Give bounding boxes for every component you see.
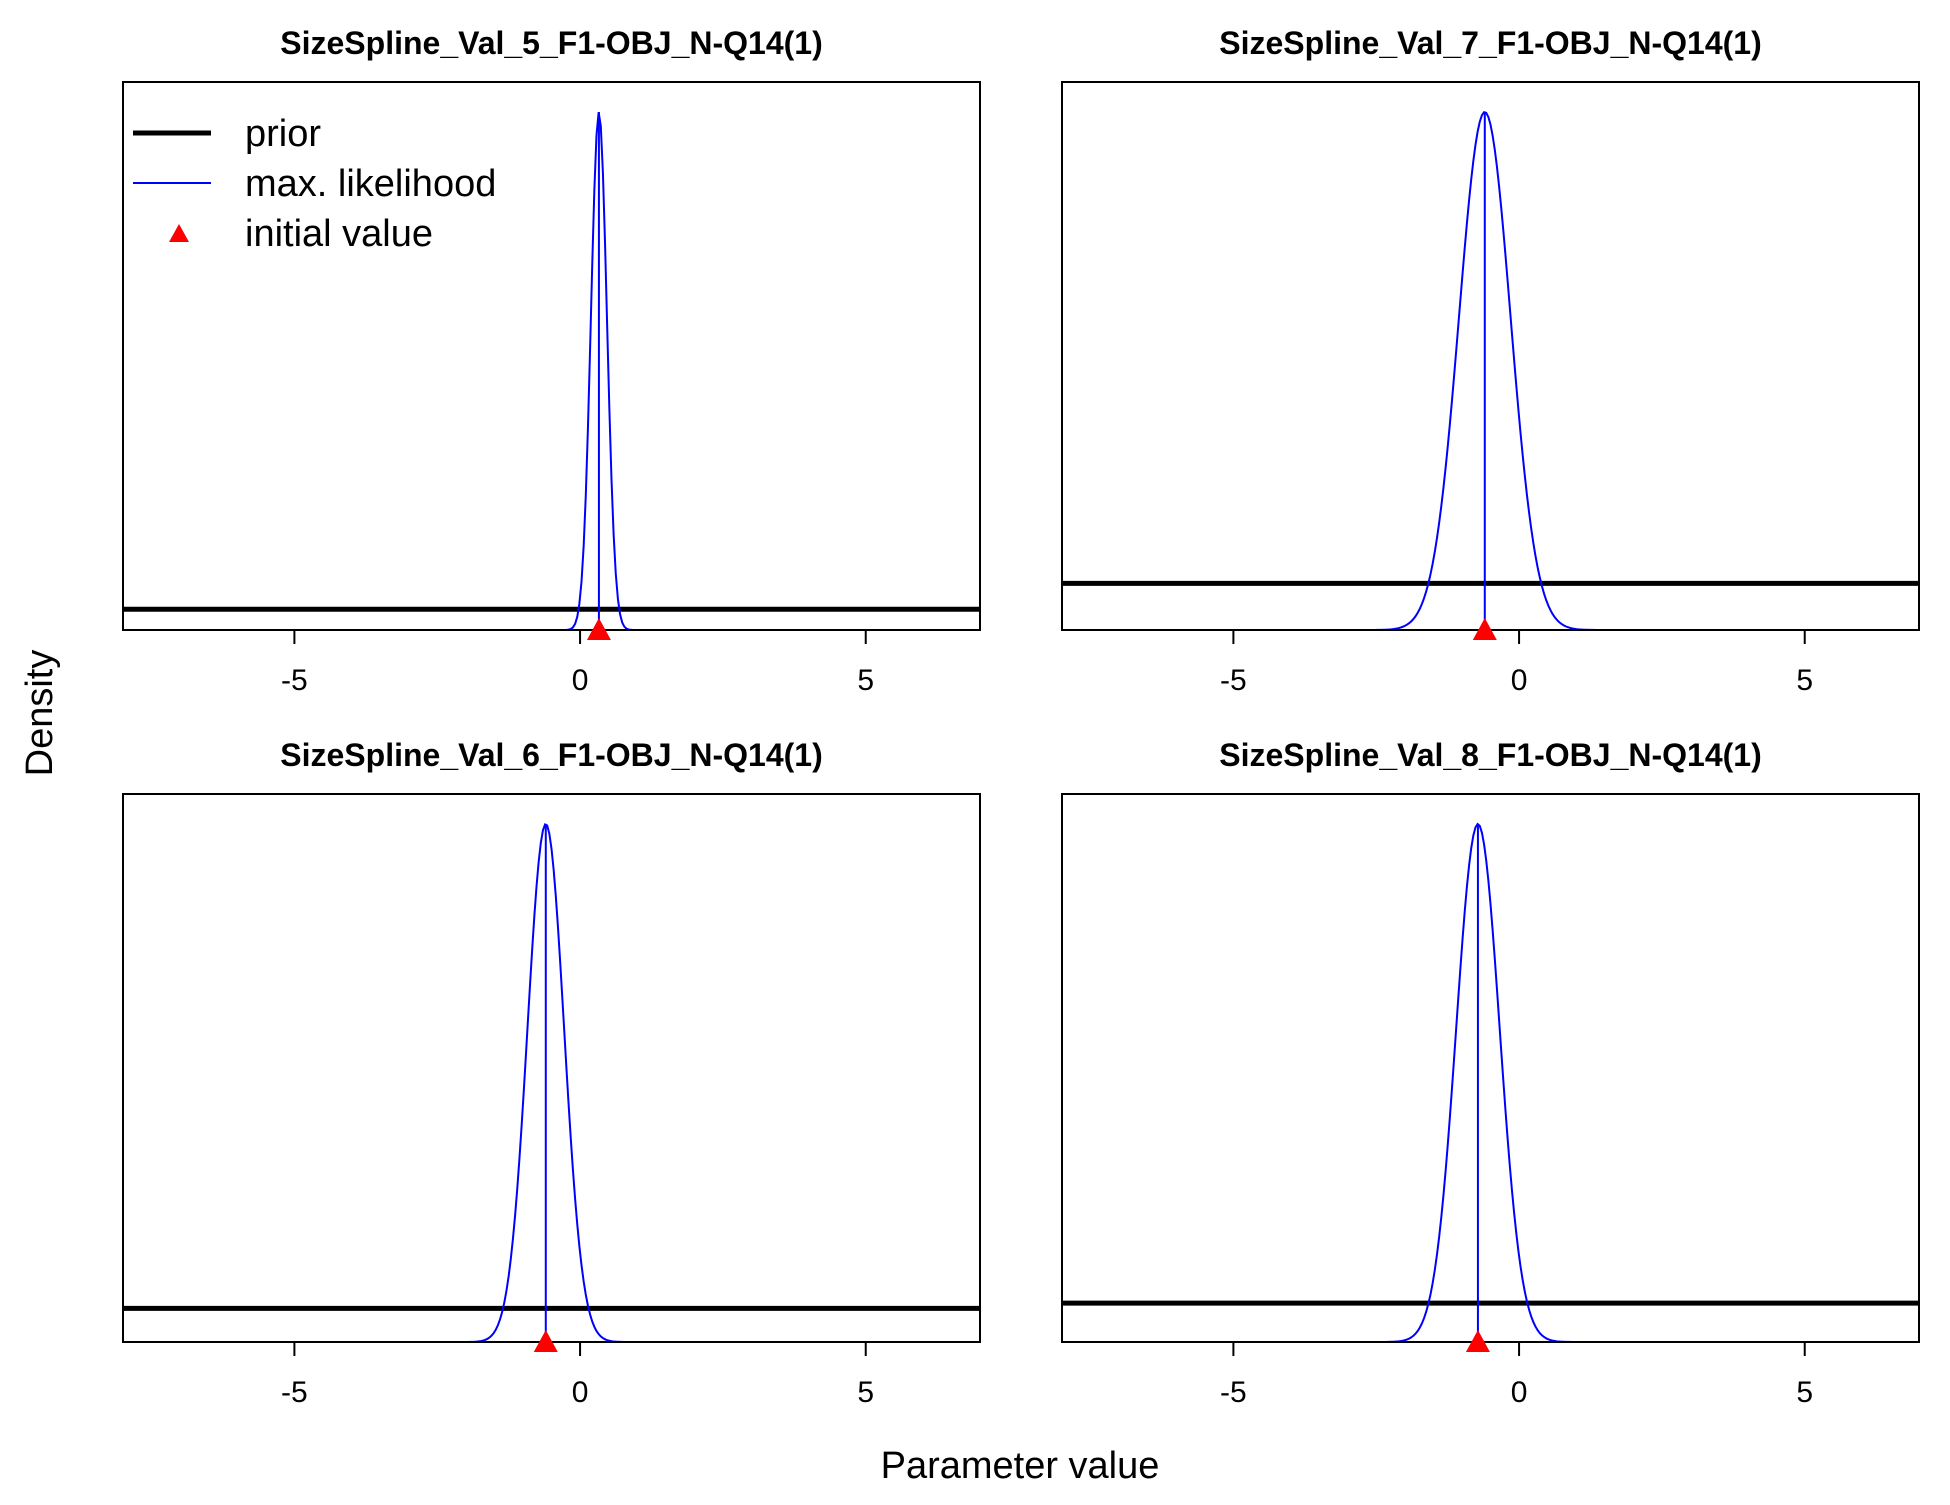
x-tick-label: 0 xyxy=(1511,664,1528,697)
plot-frame xyxy=(122,793,981,1343)
plot-frame xyxy=(122,81,981,631)
x-tick-label: 5 xyxy=(857,1376,874,1409)
x-tick-label: 5 xyxy=(857,664,874,697)
x-tick-label: 0 xyxy=(572,664,589,697)
panel-title: SizeSpline_Val_6_F1-OBJ_N-Q14(1) xyxy=(280,737,822,773)
panel-title: SizeSpline_Val_7_F1-OBJ_N-Q14(1) xyxy=(1219,25,1761,61)
legend-label: max. likelihood xyxy=(245,163,496,205)
panel-2: SizeSpline_Val_7_F1-OBJ_N-Q14(1) -5 0 5 xyxy=(1061,25,1920,697)
mle-curve xyxy=(123,822,980,1343)
legend-label: prior xyxy=(245,113,321,155)
panel-1: SizeSpline_Val_5_F1-OBJ_N-Q14(1) -5 0 5 xyxy=(122,25,981,697)
initial-value-marker xyxy=(533,1330,558,1352)
initial-value-marker xyxy=(586,618,611,640)
legend-label: initial value xyxy=(245,213,433,255)
mle-curve xyxy=(1062,111,1919,631)
panel-3: SizeSpline_Val_6_F1-OBJ_N-Q14(1) -5 0 5 xyxy=(122,737,981,1409)
mle-curve xyxy=(1062,822,1919,1343)
x-tick-label: -5 xyxy=(1220,664,1247,697)
initial-value-marker xyxy=(1465,1330,1490,1352)
y-axis-title: Density xyxy=(19,650,61,777)
plot-frame xyxy=(1061,81,1920,631)
panel-4: SizeSpline_Val_8_F1-OBJ_N-Q14(1) -5 0 5 xyxy=(1061,737,1920,1409)
x-axis-title: Parameter value xyxy=(881,1445,1160,1487)
x-tick-label: 5 xyxy=(1796,1376,1813,1409)
legend: prior max. likelihood initial value xyxy=(133,113,496,255)
x-tick-label: -5 xyxy=(281,664,308,697)
legend-triangle-icon xyxy=(169,224,189,242)
x-tick-label: 5 xyxy=(1796,664,1813,697)
panel-title: SizeSpline_Val_5_F1-OBJ_N-Q14(1) xyxy=(280,25,822,61)
x-tick-label: 0 xyxy=(1511,1376,1528,1409)
plot-frame xyxy=(1061,793,1920,1343)
x-tick-label: -5 xyxy=(1220,1376,1247,1409)
initial-value-marker xyxy=(1472,618,1497,640)
x-tick-label: -5 xyxy=(281,1376,308,1409)
x-tick-label: 0 xyxy=(572,1376,589,1409)
panel-title: SizeSpline_Val_8_F1-OBJ_N-Q14(1) xyxy=(1219,737,1761,773)
